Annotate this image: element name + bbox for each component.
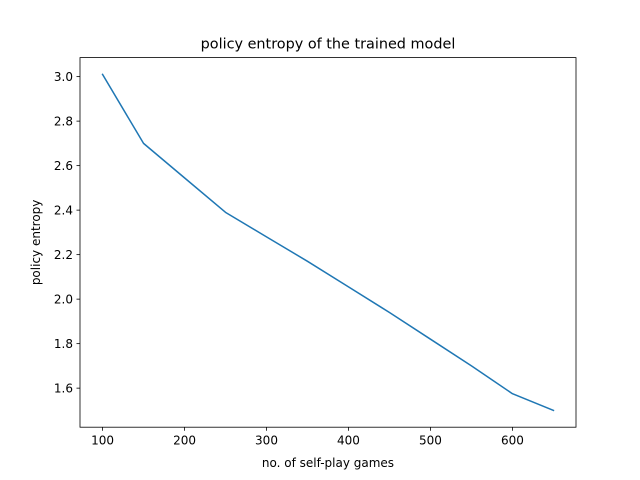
y-tick-label: 2.8: [54, 114, 73, 128]
x-tick-label: 400: [337, 434, 360, 448]
x-tick-label: 100: [91, 434, 114, 448]
x-tick-label: 500: [419, 434, 442, 448]
y-tick-label: 1.6: [54, 381, 73, 395]
chart-title: policy entropy of the trained model: [201, 37, 456, 53]
x-tick-label: 200: [173, 434, 196, 448]
y-tick-label: 2.2: [54, 248, 73, 262]
y-axis-title: policy entropy: [29, 200, 43, 286]
y-tick-label: 1.8: [54, 337, 73, 351]
y-tick-label: 2.6: [54, 159, 73, 173]
x-tick-label: 600: [501, 434, 524, 448]
y-tick-label: 2.0: [54, 292, 73, 306]
x-axis-title: no. of self-play games: [262, 456, 394, 470]
x-tick-label: 300: [255, 434, 278, 448]
y-tick-label: 3.0: [54, 70, 73, 84]
y-tick-label: 2.4: [54, 203, 73, 217]
